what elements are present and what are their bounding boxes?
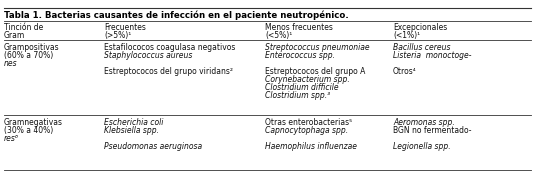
Text: Clostridium difficile: Clostridium difficile bbox=[265, 83, 339, 92]
Text: (>5%)¹: (>5%)¹ bbox=[104, 31, 131, 40]
Text: Otros⁴: Otros⁴ bbox=[393, 67, 417, 76]
Text: Estreptococos del grupo A: Estreptococos del grupo A bbox=[265, 67, 365, 76]
Text: Estreptococos del grupo viridans²: Estreptococos del grupo viridans² bbox=[104, 67, 233, 76]
Text: Aeromonas spp.: Aeromonas spp. bbox=[393, 118, 455, 127]
Text: Haemophilus influenzae: Haemophilus influenzae bbox=[265, 142, 357, 151]
Text: Capnocytophaga spp.: Capnocytophaga spp. bbox=[265, 126, 348, 135]
Text: res⁶: res⁶ bbox=[4, 134, 19, 143]
Text: Clostridium spp.³: Clostridium spp.³ bbox=[265, 91, 330, 100]
Text: Gramnegativas: Gramnegativas bbox=[4, 118, 63, 127]
Text: (60% a 70%): (60% a 70%) bbox=[4, 51, 54, 60]
Text: nes: nes bbox=[4, 59, 18, 68]
Text: (<1%)¹: (<1%)¹ bbox=[393, 31, 420, 40]
Text: (<5%)¹: (<5%)¹ bbox=[265, 31, 292, 40]
Text: Bacillus cereus: Bacillus cereus bbox=[393, 43, 450, 52]
Text: Frecuentes: Frecuentes bbox=[104, 23, 146, 32]
Text: Tinción de: Tinción de bbox=[4, 23, 43, 32]
Text: Grampositivas: Grampositivas bbox=[4, 43, 59, 52]
Text: BGN no fermentado-: BGN no fermentado- bbox=[393, 126, 471, 135]
Text: (30% a 40%): (30% a 40%) bbox=[4, 126, 54, 135]
Text: Pseudomonas aeruginosa: Pseudomonas aeruginosa bbox=[104, 142, 202, 151]
Text: Listeria  monoctoge-: Listeria monoctoge- bbox=[393, 51, 471, 60]
Text: Klebsiella spp.: Klebsiella spp. bbox=[104, 126, 159, 135]
Text: Legionella spp.: Legionella spp. bbox=[393, 142, 450, 151]
Text: Staphylococcus aureus: Staphylococcus aureus bbox=[104, 51, 193, 60]
Text: Streptococcus pneumoniae: Streptococcus pneumoniae bbox=[265, 43, 370, 52]
Text: Tabla 1. Bacterias causantes de infección en el paciente neutropénico.: Tabla 1. Bacterias causantes de infecció… bbox=[4, 10, 349, 20]
Text: Menos frecuentes: Menos frecuentes bbox=[265, 23, 333, 32]
Text: Excepcionales: Excepcionales bbox=[393, 23, 447, 32]
Text: Corynebacterium spp.: Corynebacterium spp. bbox=[265, 75, 350, 84]
Text: Otras enterobacterias⁵: Otras enterobacterias⁵ bbox=[265, 118, 352, 127]
Text: Escherichia coli: Escherichia coli bbox=[104, 118, 163, 127]
Text: Estafilococos coagulasa negativos: Estafilococos coagulasa negativos bbox=[104, 43, 235, 52]
Text: Gram: Gram bbox=[4, 31, 25, 40]
Text: Enterococcus spp.: Enterococcus spp. bbox=[265, 51, 335, 60]
